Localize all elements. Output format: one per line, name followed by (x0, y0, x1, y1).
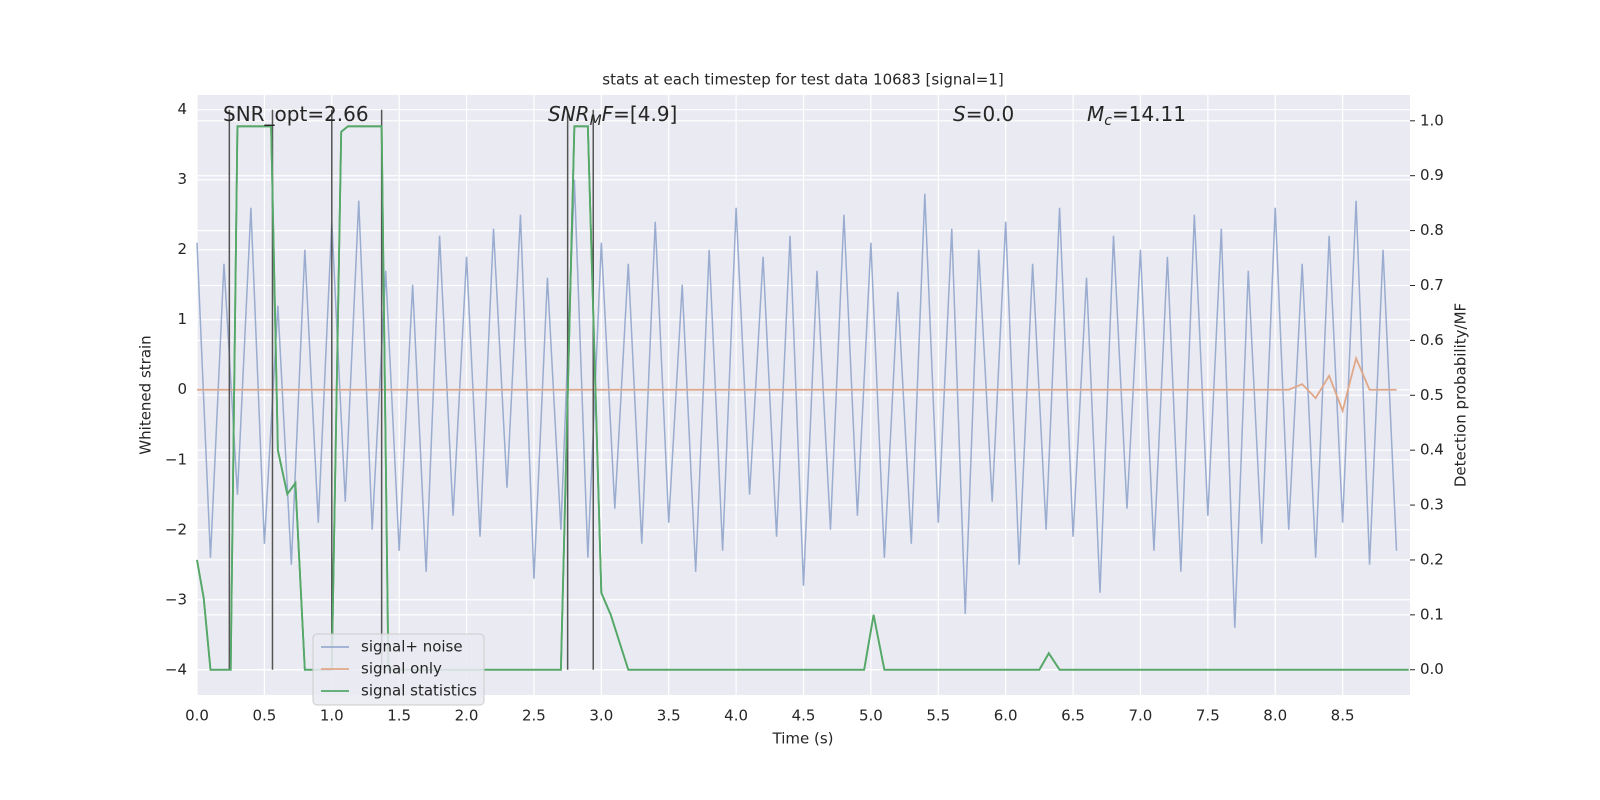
x-tick-label: 2.5 (522, 707, 546, 725)
series-line (197, 355, 1397, 414)
y2-tick-label: 0.8 (1420, 221, 1444, 239)
x-tick-label: 1.0 (320, 707, 344, 725)
y2-tick-label: 0.3 (1420, 496, 1444, 514)
annotation-part: SNR (548, 102, 590, 126)
y-tick-label: 0 (177, 380, 187, 398)
y-tick-label: −1 (165, 450, 187, 468)
x-tick-label: 6.5 (1061, 707, 1085, 725)
x-tick-label: 4.5 (792, 707, 816, 725)
x-tick-label: 3.5 (657, 707, 681, 725)
legend-label: signal only (361, 660, 442, 678)
annotation-part: S (953, 102, 966, 126)
annotation-part: M (1087, 102, 1104, 126)
annotation-part: =0.0 (966, 102, 1015, 126)
y2-tick-label: 0.9 (1420, 166, 1444, 184)
annotation: S=0.0 (953, 102, 1014, 126)
series-line (196, 179, 1398, 628)
y2-tick-label: 0.1 (1420, 605, 1444, 623)
x-tick-label: 5.0 (859, 707, 883, 725)
y-tick-label: 2 (177, 240, 187, 258)
y2-tick-label: 0.2 (1420, 550, 1444, 568)
x-tick-label: 8.5 (1331, 707, 1355, 725)
y-tick-label: −2 (165, 520, 187, 538)
annotation: Mc=14.11 (1087, 102, 1186, 130)
y2-tick-label: 0.0 (1420, 660, 1444, 678)
y2-tick-label: 0.7 (1420, 276, 1444, 294)
chart-title: stats at each timestep for test data 106… (602, 71, 1003, 89)
y2-axis-label: Detection probability/MF (1452, 303, 1470, 487)
y-tick-label: −3 (165, 590, 187, 608)
y-tick-label: 3 (177, 170, 187, 188)
annotation-part: c (1104, 113, 1112, 129)
y-tick-label: 4 (177, 100, 187, 118)
x-tick-label: 7.0 (1129, 707, 1153, 725)
x-tick-label: 4.0 (724, 707, 748, 725)
legend-label: signal statistics (361, 682, 477, 700)
annotation: SNRMF=[4.9] (548, 102, 677, 130)
legend-box (312, 633, 485, 706)
annotation-part: =[4.9] (613, 102, 677, 126)
annotation-part: =14.11 (1112, 102, 1186, 126)
x-axis-label: Time (s) (772, 730, 834, 748)
x-tick-label: 3.0 (589, 707, 613, 725)
annotation-part: M (590, 113, 602, 129)
annotation-part: F (602, 102, 614, 126)
y2-tick-label: 0.5 (1420, 386, 1444, 404)
y2-tick-label: 1.0 (1420, 111, 1444, 129)
x-tick-label: 7.5 (1196, 707, 1220, 725)
x-tick-label: 8.0 (1263, 707, 1287, 725)
x-tick-label: 0.0 (185, 707, 209, 725)
y-axis-label: Whitened strain (137, 335, 155, 454)
x-tick-label: 2.0 (455, 707, 479, 725)
x-tick-label: 1.5 (387, 707, 411, 725)
y2-tick-label: 0.6 (1420, 331, 1444, 349)
annotation: SNR_opt=2.66 (223, 102, 369, 126)
legend-label: signal+ noise (361, 638, 463, 656)
annotation-part: SNR_opt=2.66 (223, 102, 369, 126)
x-tick-label: 6.0 (994, 707, 1018, 725)
y-tick-label: 1 (177, 310, 187, 328)
x-tick-label: 0.5 (252, 707, 276, 725)
x-tick-label: 5.5 (926, 707, 950, 725)
y-tick-label: −4 (165, 660, 187, 678)
y2-tick-label: 0.4 (1420, 441, 1444, 459)
